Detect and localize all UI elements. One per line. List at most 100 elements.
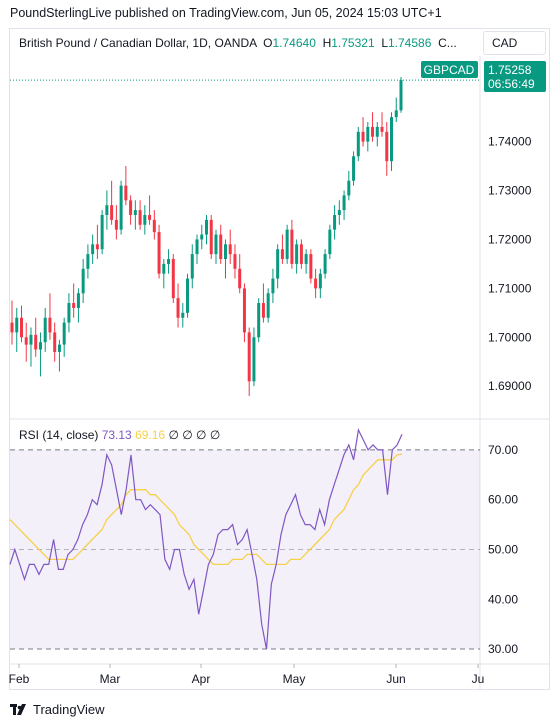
candle [124,166,128,206]
candle-body [24,337,28,345]
candle-body [34,334,38,350]
candle [323,249,327,279]
candle [233,244,237,279]
candle-body [19,317,23,338]
candle-body [257,303,261,338]
candle [271,268,275,304]
candle-body [390,117,394,162]
candle-body [133,210,137,215]
candle [129,195,133,225]
candle [337,200,341,225]
candle-body [323,254,327,274]
candle-body [176,298,180,318]
candle [304,249,308,274]
tradingview-brand[interactable]: TradingView [10,702,105,717]
price-tick-label: 1.69000 [488,379,532,393]
candle [280,234,284,264]
candle [318,268,322,299]
candle [91,234,95,264]
price-tag-bg [484,61,546,92]
candle-body [48,317,52,333]
candle [347,170,351,201]
price-tick-label: 1.70000 [488,330,532,344]
candle [223,239,227,279]
candle [352,151,356,186]
rsi-tick-label: 30.00 [488,642,518,656]
candle [209,214,213,260]
candle-body [81,268,85,294]
publisher-header: PoundSterlingLive published on TradingVi… [10,6,442,20]
candle [314,268,318,299]
candle-body [195,239,199,255]
candle [34,317,38,357]
candle [252,327,256,387]
candle [76,288,80,323]
candle-body [76,293,80,308]
symbol-title[interactable]: British Pound / Canadian Dollar, 1D, OAN… [19,36,257,50]
candle-body [285,229,289,260]
candle [390,112,394,171]
candle [309,249,313,284]
candle-body [167,259,171,264]
candle-body [318,273,322,289]
candle-body [223,244,227,260]
rsi-line [9,428,403,650]
candle [138,200,142,230]
rsi-tick-label: 40.00 [488,592,518,606]
candle-body [233,254,237,269]
candle [110,180,114,225]
candle-body [238,268,242,289]
candle [385,122,389,176]
candle-body [86,254,90,269]
candle-body [143,214,147,225]
open-value: 1.74640 [272,36,316,50]
candle [72,283,76,318]
candle [119,180,123,235]
candle [342,190,346,220]
brand-name: TradingView [33,702,105,717]
candle [143,205,147,235]
candle [10,300,14,345]
candle-body [53,332,57,352]
price-tick-label: 1.73000 [488,184,532,198]
candle [114,205,118,240]
candle [186,273,190,318]
candle-body [266,293,270,318]
low-label: L [381,36,388,50]
candle-body [95,244,99,250]
candle [356,126,360,162]
candle [261,283,265,323]
candle-body [247,332,251,382]
candle-body [205,219,208,235]
candle [148,195,152,225]
bar-countdown-label: 06:56:49 [488,77,535,91]
candle-body [209,219,213,255]
candle-body [337,210,341,215]
candle [205,214,208,245]
symbol-tag-label: GBPCAD [424,63,475,77]
candle-body [186,278,190,313]
candle-body [228,244,232,255]
legend-more[interactable]: C... [438,36,457,50]
candle [19,305,23,343]
candle-body [394,110,398,118]
candle-body [366,126,370,142]
candle-body [57,344,61,352]
candle [86,244,90,279]
currency-button[interactable]: CAD [483,31,546,55]
candle-body [29,334,33,345]
candle-body [304,254,308,264]
candle-body [214,234,218,255]
price-tick-label: 1.74000 [488,135,532,149]
candle [219,224,223,264]
open-label: O [263,36,273,50]
candle-body [295,244,299,264]
candle [299,239,303,269]
candle [380,112,384,137]
rsi-name[interactable]: RSI (14, close) [19,428,99,442]
candle [285,224,289,264]
candle [214,229,218,264]
candle-body [352,156,356,181]
candle-body [276,249,280,279]
